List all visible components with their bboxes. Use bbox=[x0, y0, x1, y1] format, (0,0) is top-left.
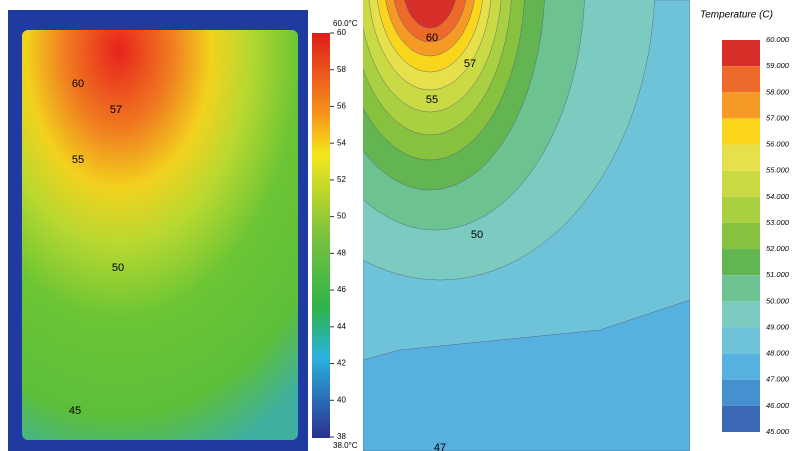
legend-tick-label: 53.000 bbox=[766, 218, 790, 227]
legend-swatch bbox=[722, 405, 760, 432]
contour-label: 55 bbox=[426, 94, 438, 106]
scale-tick-label: 52 bbox=[337, 175, 346, 184]
contour-label: 57 bbox=[464, 58, 476, 70]
simulation-map bbox=[363, 0, 690, 451]
contour-label: 55 bbox=[72, 154, 84, 166]
scale-bottom-label: 38.0°C bbox=[333, 441, 358, 450]
legend-swatch bbox=[722, 353, 760, 380]
legend-swatch bbox=[722, 118, 760, 145]
legend-swatch bbox=[722, 170, 760, 197]
legend-swatch bbox=[722, 66, 760, 93]
legend-swatch bbox=[722, 327, 760, 354]
legend-tick-label: 51.000 bbox=[766, 270, 790, 279]
legend-tick-label: 49.000 bbox=[766, 322, 790, 331]
scale-tick-label: 60 bbox=[337, 28, 346, 37]
contour-label: 50 bbox=[471, 229, 483, 241]
legend-tick-label: 46.000 bbox=[766, 401, 790, 410]
scale-tick-label: 38 bbox=[337, 432, 346, 441]
scale-tick-label: 54 bbox=[337, 138, 346, 147]
legend-tick-label: 60.000 bbox=[766, 35, 790, 44]
legend-swatch bbox=[722, 40, 760, 67]
scale-tick-label: 48 bbox=[337, 248, 346, 257]
contour-label: 60 bbox=[426, 32, 438, 44]
legend-tick-label: 58.000 bbox=[766, 87, 790, 96]
legend-tick-label: 55.000 bbox=[766, 166, 790, 175]
scale-tick-label: 42 bbox=[337, 359, 346, 368]
scale-tick-label: 40 bbox=[337, 395, 346, 404]
scale-tick-label: 56 bbox=[337, 102, 346, 111]
contour-label: 47 bbox=[434, 442, 446, 451]
legend-tick-label: 56.000 bbox=[766, 140, 790, 149]
legend-swatch bbox=[722, 222, 760, 250]
legend-swatch bbox=[722, 301, 760, 328]
scale-top-label: 60.0°C bbox=[333, 19, 358, 28]
legend-swatch bbox=[722, 379, 760, 406]
contour-label: 57 bbox=[110, 104, 122, 116]
legend-tick-label: 47.000 bbox=[766, 375, 790, 384]
legend-swatch bbox=[722, 249, 760, 276]
legend-swatch bbox=[722, 92, 760, 119]
legend-tick-label: 52.000 bbox=[766, 244, 790, 253]
legend-tick-label: 59.000 bbox=[766, 61, 790, 70]
legend-tick-label: 54.000 bbox=[766, 192, 790, 201]
scale-tick-label: 44 bbox=[337, 322, 346, 331]
color-scale bbox=[312, 33, 330, 438]
legend-tick-label: 48.000 bbox=[766, 349, 790, 358]
scale-tick-label: 58 bbox=[337, 65, 346, 74]
legend-swatch bbox=[722, 144, 760, 171]
legend-title: Temperature (C) bbox=[700, 10, 773, 21]
contour-label: 60 bbox=[72, 78, 84, 90]
legend-tick-label: 50.000 bbox=[766, 296, 790, 305]
legend-swatch bbox=[722, 196, 760, 223]
contour-label: 45 bbox=[69, 405, 81, 417]
contour-label: 50 bbox=[112, 262, 124, 274]
legend-tick-label: 57.000 bbox=[766, 113, 790, 122]
legend-swatch bbox=[722, 275, 760, 302]
scale-tick-label: 50 bbox=[337, 212, 346, 221]
legend-tick-label: 45.000 bbox=[766, 427, 790, 436]
scale-tick-label: 46 bbox=[337, 285, 346, 294]
thermal-image bbox=[22, 30, 298, 440]
